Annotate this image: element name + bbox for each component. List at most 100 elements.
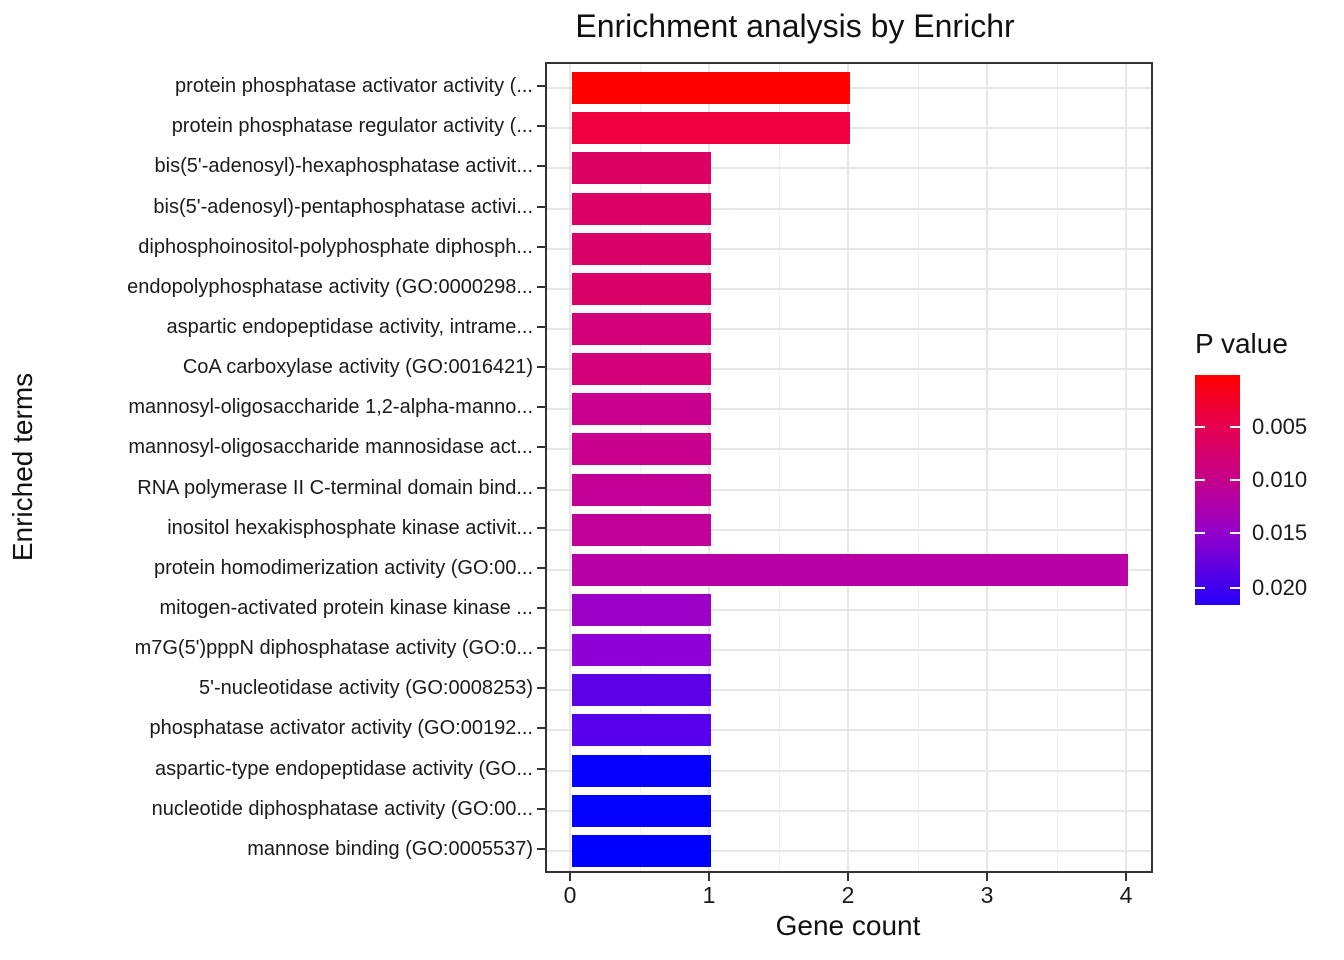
y-tick-mark xyxy=(537,767,545,770)
bar xyxy=(572,312,711,345)
bar xyxy=(572,232,711,265)
legend-gradient-bar xyxy=(1195,375,1240,605)
y-tick-label: nucleotide diphosphatase activity (GO:00… xyxy=(151,797,533,820)
plot-panel xyxy=(545,62,1153,873)
y-tick-mark xyxy=(537,607,545,610)
major-gridline xyxy=(547,809,1151,812)
y-tick-label: protein phosphatase regulator activity (… xyxy=(171,115,533,138)
bar xyxy=(572,112,850,145)
minor-gridline xyxy=(917,64,919,871)
legend-tick-mark xyxy=(1230,425,1240,428)
y-tick-mark xyxy=(537,486,545,489)
major-gridline xyxy=(547,849,1151,852)
y-tick-label: aspartic-type endopeptidase activity (GO… xyxy=(155,757,533,780)
y-tick-mark xyxy=(537,807,545,810)
bar xyxy=(572,714,711,747)
legend-tick-mark xyxy=(1230,586,1240,589)
y-tick-mark xyxy=(537,847,545,850)
y-tick-mark xyxy=(537,406,545,409)
legend-label: 0.020 xyxy=(1252,574,1308,600)
x-tick-label: 1 xyxy=(702,882,716,908)
legend-tick-mark xyxy=(1230,532,1240,534)
bar xyxy=(572,553,1128,586)
bar xyxy=(572,272,711,305)
major-gridline xyxy=(547,327,1151,330)
y-tick-label: mannosyl-oligosaccharide 1,2-alpha-manno… xyxy=(128,396,533,419)
x-tick-mark xyxy=(986,873,988,881)
legend-label: 0.015 xyxy=(1252,520,1308,545)
y-tick-mark xyxy=(537,566,545,569)
major-gridline xyxy=(547,488,1151,491)
x-tick-mark xyxy=(569,873,571,881)
major-gridline xyxy=(547,287,1151,290)
y-tick-label: endopolyphosphatase activity (GO:0000298… xyxy=(127,275,533,298)
y-tick-mark xyxy=(537,687,545,690)
bar xyxy=(572,674,711,707)
y-tick-mark xyxy=(537,125,545,128)
bar xyxy=(572,834,711,867)
x-tick-label: 2 xyxy=(841,882,855,908)
y-tick-label: diphosphoinositol-polyphosphate diphosph… xyxy=(138,235,533,258)
major-gridline xyxy=(986,64,988,871)
major-gridline xyxy=(547,729,1151,732)
major-gridline xyxy=(547,649,1151,652)
y-tick-mark xyxy=(537,205,545,208)
major-gridline xyxy=(547,609,1151,612)
bar xyxy=(572,754,711,787)
y-tick-label: 5'-nucleotidase activity (GO:0008253) xyxy=(199,677,533,700)
y-tick-label: inositol hexakisphosphate kinase activit… xyxy=(167,516,533,539)
bar xyxy=(572,473,711,506)
minor-gridline xyxy=(778,64,780,871)
major-gridline xyxy=(547,167,1151,170)
major-gridline xyxy=(547,769,1151,772)
y-tick-label: mitogen-activated protein kinase kinase … xyxy=(159,597,533,620)
y-tick-mark xyxy=(537,647,545,650)
major-gridline xyxy=(547,448,1151,451)
y-tick-label: aspartic endopeptidase activity, intrame… xyxy=(166,315,533,338)
bar xyxy=(572,594,711,627)
legend-tick-mark xyxy=(1230,479,1240,482)
legend-title: P value xyxy=(1195,328,1288,359)
chart-title: Enrichment analysis by Enrichr xyxy=(575,8,1015,44)
bar xyxy=(572,513,711,546)
legend-label: 0.005 xyxy=(1252,413,1308,439)
y-tick-mark xyxy=(537,446,545,449)
y-tick-mark xyxy=(537,285,545,288)
y-tick-label: RNA polymerase II C-terminal domain bind… xyxy=(137,476,533,499)
y-tick-label: bis(5'-adenosyl)-hexaphosphatase activit… xyxy=(154,155,533,178)
bar xyxy=(572,192,711,225)
major-gridline xyxy=(547,247,1151,250)
major-gridline xyxy=(547,408,1151,411)
major-gridline xyxy=(547,528,1151,531)
x-tick-label: 3 xyxy=(980,882,994,908)
major-gridline xyxy=(708,64,710,871)
y-tick-mark xyxy=(537,727,545,730)
x-tick-label: 4 xyxy=(1119,882,1133,908)
minor-gridline xyxy=(1056,64,1058,871)
bar xyxy=(572,794,711,827)
y-tick-mark xyxy=(537,165,545,168)
major-gridline xyxy=(569,64,571,871)
y-tick-mark xyxy=(537,366,545,369)
y-tick-label: bis(5'-adenosyl)-pentaphosphatase activi… xyxy=(153,195,533,218)
y-tick-label: protein homodimerization activity (GO:00… xyxy=(153,556,533,579)
bar xyxy=(572,353,711,386)
major-gridline xyxy=(547,368,1151,371)
bar xyxy=(572,152,711,185)
bar xyxy=(572,72,850,105)
y-tick-mark xyxy=(537,85,545,88)
legend-label: 0.010 xyxy=(1252,467,1308,493)
bar xyxy=(572,634,711,667)
bar xyxy=(572,433,711,466)
y-tick-label: mannosyl-oligosaccharide mannosidase act… xyxy=(128,436,533,459)
y-tick-mark xyxy=(537,245,545,248)
legend-tick-mark xyxy=(1195,532,1205,534)
x-tick-mark xyxy=(847,873,849,881)
minor-gridline xyxy=(639,64,641,871)
y-tick-label: phosphatase activator activity (GO:00192… xyxy=(149,717,533,740)
bar xyxy=(572,393,711,426)
major-gridline xyxy=(547,689,1151,692)
x-axis-title: Gene count xyxy=(775,910,921,941)
y-tick-label: m7G(5')pppN diphosphatase activity (GO:0… xyxy=(134,637,533,660)
y-tick-mark xyxy=(537,325,545,328)
